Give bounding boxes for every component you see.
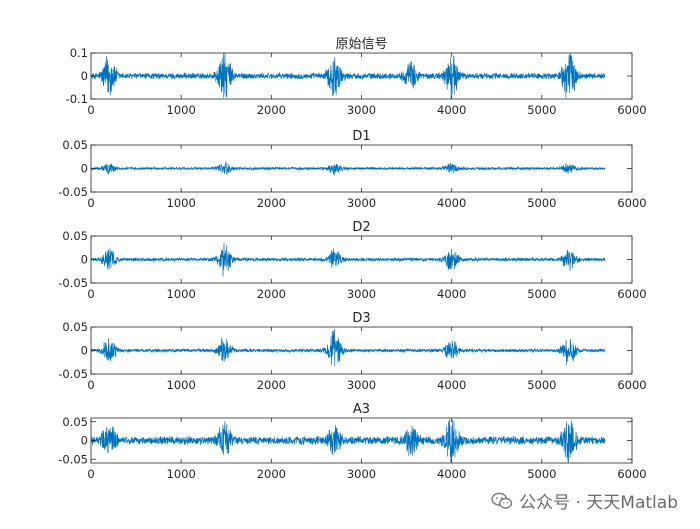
subplot-title: D2 (352, 220, 370, 235)
y-tick-label: 0.1 (70, 46, 88, 60)
y-tick-label: -0.05 (58, 276, 88, 290)
x-tick-label: 0 (87, 378, 94, 392)
y-tick-label: -0.05 (58, 367, 88, 381)
y-tick-label: 0.05 (62, 229, 88, 243)
x-tick-label: 2000 (257, 196, 286, 210)
x-tick-label: 2000 (257, 287, 286, 301)
x-tick-label: 3000 (347, 103, 376, 117)
x-tick-label: 2000 (257, 378, 286, 392)
signal-line (91, 161, 606, 176)
x-tick-label: 5000 (527, 103, 556, 117)
x-tick-label: 3000 (347, 196, 376, 210)
signal-line (91, 53, 606, 99)
signal-line (91, 328, 606, 367)
x-tick-label: 1000 (167, 287, 196, 301)
y-tick-label: 0 (81, 162, 88, 176)
watermark: 公众号 · 天天Matlab (491, 488, 678, 513)
y-tick-label: 0 (81, 434, 88, 448)
x-tick-label: 3000 (347, 287, 376, 301)
x-tick-label: 1000 (167, 103, 196, 117)
subplot-title: A3 (353, 402, 370, 417)
x-tick-label: 6000 (617, 103, 646, 117)
y-tick-label: 0.05 (62, 138, 88, 152)
y-tick-label: -0.05 (58, 452, 88, 466)
x-tick-label: 4000 (437, 103, 466, 117)
x-tick-label: 6000 (617, 196, 646, 210)
x-tick-label: 3000 (347, 378, 376, 392)
x-tick-label: 4000 (437, 467, 466, 481)
x-tick-label: 5000 (527, 287, 556, 301)
subplot-title: 原始信号 (335, 37, 387, 52)
x-tick-label: 6000 (617, 287, 646, 301)
x-tick-label: 1000 (167, 467, 196, 481)
signal-line (91, 419, 606, 463)
y-tick-label: -0.05 (58, 185, 88, 199)
x-tick-label: 6000 (617, 378, 646, 392)
x-tick-label: 1000 (167, 378, 196, 392)
x-tick-label: 4000 (437, 378, 466, 392)
y-tick-label: 0 (81, 69, 88, 83)
x-tick-label: 5000 (527, 378, 556, 392)
watermark-text: 公众号 · 天天Matlab (519, 493, 678, 513)
y-tick-label: 0 (81, 253, 88, 267)
y-tick-label: 0.05 (62, 415, 88, 429)
x-tick-label: 0 (87, 287, 94, 301)
subplot-title: D3 (352, 311, 370, 326)
y-tick-label: -0.1 (66, 92, 88, 106)
y-tick-label: 0 (81, 344, 88, 358)
x-tick-label: 0 (87, 103, 94, 117)
x-tick-label: 3000 (347, 467, 376, 481)
y-tick-label: 0.05 (62, 320, 88, 334)
signal-line (91, 242, 606, 277)
x-tick-label: 5000 (527, 196, 556, 210)
x-tick-label: 1000 (167, 196, 196, 210)
x-tick-label: 4000 (437, 287, 466, 301)
subplot-title: D1 (352, 129, 370, 144)
x-tick-label: 0 (87, 196, 94, 210)
x-tick-label: 0 (87, 467, 94, 481)
x-tick-label: 5000 (527, 467, 556, 481)
x-tick-label: 2000 (257, 103, 286, 117)
x-tick-label: 2000 (257, 467, 286, 481)
x-tick-label: 4000 (437, 196, 466, 210)
wechat-icon (491, 492, 513, 509)
x-tick-label: 6000 (617, 467, 646, 481)
